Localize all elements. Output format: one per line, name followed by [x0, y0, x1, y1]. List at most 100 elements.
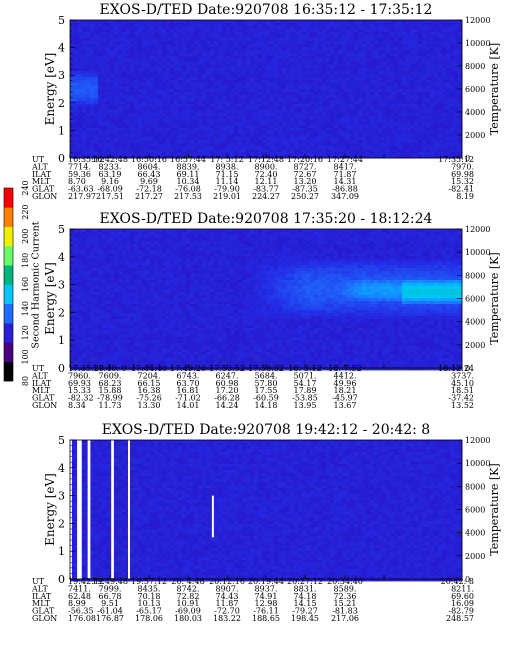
- heatmap-cell: [202, 143, 207, 147]
- heatmap-cell: [106, 101, 111, 105]
- heatmap-cell: [182, 149, 187, 153]
- heatmap-cell: [258, 50, 263, 54]
- heatmap-cell: [82, 316, 87, 320]
- heatmap-cell: [126, 125, 131, 129]
- heatmap-cell: [458, 59, 463, 63]
- heatmap-cell: [402, 68, 407, 72]
- heatmap-cell: [382, 50, 387, 54]
- heatmap-cell: [422, 68, 427, 72]
- heatmap-cell: [350, 110, 355, 114]
- heatmap-cell: [138, 74, 143, 78]
- heatmap-cell: [222, 80, 227, 84]
- heatmap-cell: [438, 143, 443, 147]
- heatmap-cell: [418, 62, 423, 66]
- heatmap-cell: [434, 44, 439, 48]
- heatmap-cell: [406, 50, 411, 54]
- heatmap-cell: [206, 104, 211, 108]
- heatmap-cell: [238, 149, 243, 153]
- heatmap-cell: [98, 244, 103, 248]
- heatmap-cell: [162, 38, 167, 42]
- heatmap-cell: [78, 86, 83, 90]
- heatmap-cell: [74, 125, 79, 129]
- heatmap-cell: [118, 116, 123, 120]
- heatmap-cell: [370, 59, 375, 63]
- heatmap-cell: [222, 134, 227, 138]
- heatmap-cell: [334, 77, 339, 81]
- heatmap-cell: [86, 265, 91, 269]
- heatmap-cell: [446, 65, 451, 69]
- heatmap-cell: [158, 59, 163, 63]
- heatmap-cell: [90, 41, 95, 45]
- heatmap-cell: [146, 95, 151, 99]
- heatmap-cell: [82, 313, 87, 317]
- heatmap-cell: [162, 116, 167, 120]
- heatmap-cell: [82, 65, 87, 69]
- heatmap-cell: [90, 280, 95, 284]
- heatmap-cell: [122, 131, 127, 135]
- heatmap-cell: [158, 56, 163, 60]
- heatmap-cell: [74, 346, 79, 350]
- heatmap-cell: [138, 113, 143, 117]
- heatmap-cell: [358, 38, 363, 42]
- heatmap-cell: [370, 26, 375, 30]
- heatmap-cell: [82, 310, 87, 314]
- heatmap-cell: [298, 155, 303, 159]
- heatmap-cell: [298, 65, 303, 69]
- heatmap-cell: [426, 149, 431, 153]
- heatmap-cell: [254, 29, 259, 33]
- heatmap-cell: [206, 134, 211, 138]
- heatmap-cell: [86, 292, 91, 296]
- heatmap-cell: [346, 119, 351, 123]
- heatmap-cell: [418, 92, 423, 96]
- heatmap-cell: [98, 101, 103, 105]
- heatmap-cell: [154, 71, 159, 75]
- heatmap-cell: [218, 98, 223, 102]
- heatmap-cell: [206, 56, 211, 60]
- heatmap-cell: [162, 152, 167, 156]
- heatmap-cell: [366, 125, 371, 129]
- heatmap-cell: [86, 134, 91, 138]
- heatmap-cell: [378, 77, 383, 81]
- heatmap-cell: [154, 128, 159, 132]
- table-cell: 8900.: [255, 162, 278, 171]
- heatmap-cell: [318, 65, 323, 69]
- heatmap-cell: [82, 50, 87, 54]
- heatmap-cell: [86, 331, 91, 335]
- heatmap-cell: [362, 104, 367, 108]
- heatmap-cell: [74, 316, 79, 320]
- colorbar-tick-label: 160: [21, 277, 30, 292]
- heatmap-cell: [146, 146, 151, 150]
- heatmap-cell: [70, 143, 75, 147]
- heatmap-cell: [90, 271, 95, 275]
- heatmap-cell: [90, 313, 95, 317]
- heatmap-cell: [94, 74, 99, 78]
- heatmap-cell: [274, 20, 279, 24]
- heatmap-cell: [98, 29, 103, 33]
- heatmap-cell: [366, 59, 371, 63]
- heatmap: [70, 229, 463, 371]
- heatmap-cell: [210, 74, 215, 78]
- heatmap-cell: [94, 107, 99, 111]
- heatmap-cell: [86, 268, 91, 272]
- heatmap-cell: [234, 86, 239, 90]
- heatmap-cell: [278, 62, 283, 66]
- heatmap-cell: [150, 122, 155, 126]
- heatmap-cell: [438, 119, 443, 123]
- heatmap-cell: [382, 140, 387, 144]
- heatmap-cell: [430, 119, 435, 123]
- heatmap-cell: [102, 113, 107, 117]
- heatmap-cell: [330, 23, 335, 27]
- heatmap-cell: [222, 116, 227, 120]
- heatmap-cell: [266, 38, 271, 42]
- heatmap-cell: [342, 47, 347, 51]
- heatmap-cell: [210, 113, 215, 117]
- heatmap-cell: [110, 53, 115, 57]
- heatmap-cell: [74, 310, 79, 314]
- heatmap-cell: [182, 134, 187, 138]
- heatmap-cell: [246, 80, 251, 84]
- heatmap-cell: [394, 98, 399, 102]
- heatmap-cell: [386, 29, 391, 33]
- heatmap-cell: [458, 104, 463, 108]
- heatmap-cell: [322, 62, 327, 66]
- heatmap-cell: [378, 56, 383, 60]
